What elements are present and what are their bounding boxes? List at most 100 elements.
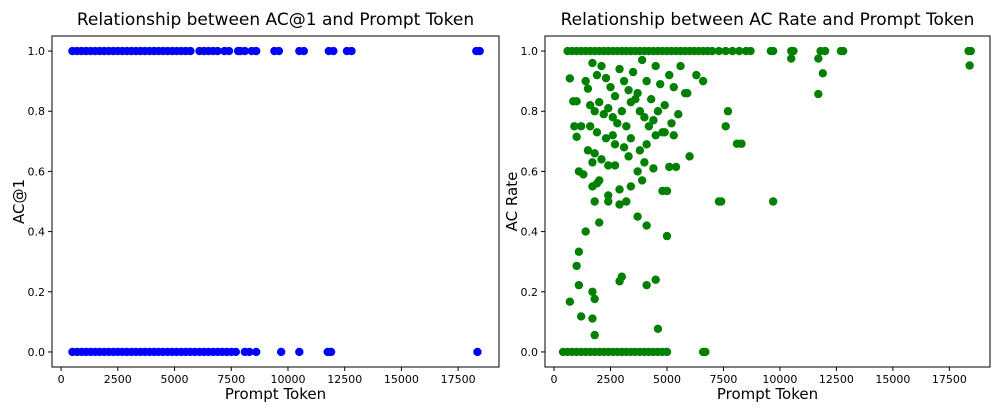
scatter-point <box>186 46 195 56</box>
scatter-point <box>651 61 660 71</box>
scatter-point <box>601 73 611 83</box>
scatter-point <box>329 46 338 56</box>
scatter-point <box>610 140 620 149</box>
scatter-point <box>581 76 590 86</box>
x-tick-label: 15000 <box>384 373 419 386</box>
scatter-point <box>669 131 678 140</box>
scatter-point <box>692 70 701 80</box>
scatter-point <box>590 294 599 304</box>
scatter-point <box>252 46 261 56</box>
x-tick-label: 17500 <box>441 373 476 386</box>
scatter-point <box>599 110 608 119</box>
scatter-point <box>590 197 599 206</box>
scatter-point <box>615 185 624 194</box>
scatter-point <box>644 122 654 131</box>
scatter-point <box>581 227 590 236</box>
x-tick-label: 0 <box>551 373 558 386</box>
scatter-point <box>671 162 681 172</box>
scatter-point <box>617 107 627 116</box>
scatter-point <box>595 98 604 107</box>
scatter-point <box>617 272 627 281</box>
scatter-point <box>660 128 669 137</box>
scatter-point <box>633 167 642 176</box>
scatter-point <box>701 347 710 357</box>
y-tick-label: 0.2 <box>28 286 46 299</box>
x-tick-label: 10000 <box>270 373 305 386</box>
scatter-point <box>680 88 690 98</box>
scatter-point <box>716 197 726 206</box>
scatter-point <box>583 146 593 155</box>
x-tick-label: 12500 <box>819 373 854 386</box>
scatter-point <box>606 82 615 92</box>
scatter-point <box>622 122 631 131</box>
scatter-point <box>631 94 640 104</box>
y-tick-label: 0.6 <box>28 165 46 178</box>
scatter-point <box>572 261 581 271</box>
plot-area <box>51 35 500 368</box>
y-tick-label: 0.6 <box>521 165 539 178</box>
y-tick-label: 0.4 <box>28 226 46 239</box>
scatter-point <box>653 107 663 116</box>
x-tick-label: 7500 <box>217 373 245 386</box>
scatter-point <box>588 58 597 68</box>
scatter-point <box>475 46 484 56</box>
scatter-point <box>276 347 286 357</box>
scatter-point <box>574 280 584 290</box>
scatter-point <box>326 347 336 357</box>
scatter-point <box>965 61 974 70</box>
scatter-point <box>252 347 261 357</box>
scatter-point <box>656 79 665 89</box>
scatter-point <box>610 161 620 170</box>
scatter-point <box>676 61 685 71</box>
scatter-point <box>698 76 708 86</box>
scatter-point <box>707 46 717 56</box>
scatter-point <box>604 104 613 113</box>
scatter-point <box>240 46 250 56</box>
scatter-point <box>737 139 746 148</box>
scatter-point <box>768 197 778 206</box>
scatter-point <box>653 324 663 333</box>
scatter-point <box>619 76 629 86</box>
scatter-point <box>295 347 304 357</box>
scatter-point <box>635 107 645 116</box>
x-axis-label: Prompt Token <box>717 385 818 403</box>
scatter-point <box>570 122 579 131</box>
scatter-point <box>590 149 599 158</box>
y-tick-label: 0.0 <box>28 346 46 359</box>
scatter-point <box>746 46 755 56</box>
x-tick-label: 12500 <box>327 373 362 386</box>
y-axis-label: AC Rate <box>503 172 521 232</box>
x-tick-label: 15000 <box>875 373 910 386</box>
scatter-point <box>608 131 617 140</box>
y-axis-ticks: 0.0 0.2 0.4 0.6 0.8 1.0 <box>28 45 52 359</box>
scatter-point <box>662 347 672 357</box>
x-tick-label: 0 <box>58 373 65 386</box>
scatter-point <box>601 134 611 143</box>
scatter-point <box>735 46 744 56</box>
scatter-points <box>68 46 484 357</box>
scatter-point <box>213 46 222 56</box>
scatter-point <box>597 155 606 164</box>
y-tick-label: 0.0 <box>521 346 539 359</box>
scatter-point <box>604 161 613 170</box>
x-tick-label: 10000 <box>762 373 797 386</box>
scatter-point <box>787 54 796 63</box>
x-axis-label: Prompt Token <box>225 385 326 403</box>
scatter-point <box>640 113 649 122</box>
scatter-point <box>628 67 638 77</box>
scatter-point <box>613 119 622 128</box>
scatter-point <box>592 128 602 137</box>
scatter-point <box>565 74 575 83</box>
scatter-point <box>626 182 636 191</box>
scatter-point <box>642 221 651 230</box>
scatter-point <box>576 122 586 131</box>
scatter-point <box>660 101 669 110</box>
scatter-point <box>721 46 730 56</box>
scatter-point <box>669 82 678 92</box>
scatter-point <box>588 158 597 167</box>
chart-ac1-vs-prompt-token: Relationship between AC@1 and Prompt Tok… <box>10 10 500 403</box>
scatter-point <box>640 158 649 167</box>
scatter-point <box>665 162 674 172</box>
x-axis-ticks: 0 2500 5000 7500 10000 12500 15000 17500 <box>551 367 967 386</box>
scatter-point <box>597 61 606 71</box>
